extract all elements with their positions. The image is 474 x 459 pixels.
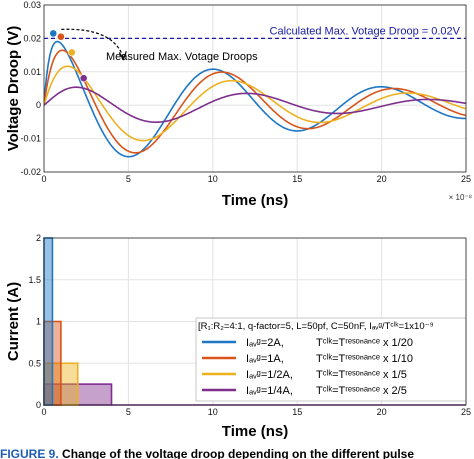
current-pulse-chart: 0 5 10 15 20 25 0 0.5 1 1.5 2 [R₁:R₂=4:1, q-factor=… bbox=[5, 233, 471, 440]
reference-line-label: Calculated Max. Votage Droop = 0.02V bbox=[270, 25, 461, 37]
x-tick-label: 0 bbox=[41, 407, 46, 417]
x-tick-label: 15 bbox=[292, 174, 302, 184]
plot-frame bbox=[43, 4, 467, 173]
y-tick-label: 0.5 bbox=[28, 358, 41, 368]
x-tick-label: 15 bbox=[292, 407, 302, 417]
y-tick-label: 2 bbox=[36, 233, 41, 243]
voltage-droop-chart: 0 5 10 15 20 25 -0.02 -0.01 0 0.01 0.02 0.03 Calcula… bbox=[5, 0, 472, 209]
y-tick-label: 0.01 bbox=[23, 67, 41, 77]
x-tick-label: 25 bbox=[461, 407, 471, 417]
figure: 0 5 10 15 20 25-0.02-0.0100.010.020.03Calcula… bbox=[5, 0, 472, 440]
plot-frame bbox=[43, 237, 467, 406]
legend-ratio-1: Tᶜˡᵏ=Tʳᵉˢᵒⁿᵃⁿᶜᵉ x 1/20 bbox=[316, 337, 413, 349]
x-axis-label: Time (ns) bbox=[222, 423, 288, 440]
x-tick-label: 5 bbox=[126, 407, 131, 417]
annotation-arrowhead bbox=[118, 51, 127, 61]
legend-ratio-2: Tᶜˡᵏ=Tʳᵉˢᵒⁿᵃⁿᶜᵉ x 1/10 bbox=[316, 353, 413, 365]
y-tick-label: 1.5 bbox=[28, 275, 41, 285]
legend-ratio-4: Tᶜˡᵏ=Tʳᵉˢᵒⁿᵃⁿᶜᵉ x 2/5 bbox=[316, 385, 407, 397]
y-tick-label: 0.02 bbox=[23, 33, 41, 43]
legend-ratio-3: Tᶜˡᵏ=Tʳᵉˢᵒⁿᵃⁿᶜᵉ x 1/5 bbox=[316, 369, 407, 381]
series-line-2 bbox=[44, 49, 466, 154]
peak-marker-1 bbox=[49, 29, 58, 38]
y-axis-label: Voltage Droop (V) bbox=[5, 26, 22, 152]
series-line-3 bbox=[44, 65, 466, 142]
y-tick-label: 0 bbox=[36, 400, 41, 410]
y-tick-label: -0.02 bbox=[20, 167, 41, 177]
annotation-text: Measured Max. Votage Droops bbox=[106, 51, 258, 63]
caption-text: Change of the voltage droop depending on… bbox=[62, 447, 415, 459]
x-tick-label: 20 bbox=[377, 174, 387, 184]
y-axis-label: Current (A) bbox=[5, 282, 22, 361]
legend-current-4: Iₐᵥᵍ=1/4A, bbox=[246, 385, 293, 397]
legend-current-1: Iₐᵥᵍ=2A, bbox=[246, 337, 284, 349]
legend-current-3: Iₐᵥᵍ=1/2A, bbox=[246, 369, 293, 381]
legend-box bbox=[195, 317, 467, 402]
y-tick-label: 0.03 bbox=[23, 0, 41, 10]
peak-marker-2 bbox=[56, 32, 65, 41]
x-axis-label: Time (ns) bbox=[222, 192, 288, 209]
y-tick-label: 1 bbox=[36, 317, 41, 327]
x-tick-label: 25 bbox=[461, 174, 471, 184]
x-tick-label: 10 bbox=[208, 407, 218, 417]
legend-header: [R₁:R₂=4:1, q-factor=5, L=50pf, C=50nF, … bbox=[198, 321, 434, 332]
x-axis-exponent: × 10⁻⁸ bbox=[449, 193, 472, 202]
pulse-bar-1 bbox=[43, 237, 54, 406]
series-line-4 bbox=[44, 86, 466, 123]
peak-marker-4 bbox=[79, 74, 88, 83]
figure-label: FIGURE 9. bbox=[0, 447, 59, 459]
peak-marker-3 bbox=[67, 48, 76, 57]
figure-caption: FIGURE 9. Change of the voltage droop de… bbox=[0, 447, 474, 459]
x-tick-label: 20 bbox=[377, 407, 387, 417]
x-tick-label: 0 bbox=[41, 174, 46, 184]
x-tick-label: 10 bbox=[208, 174, 218, 184]
x-tick-label: 5 bbox=[126, 174, 131, 184]
y-tick-label: 0 bbox=[36, 100, 41, 110]
annotation-arrow bbox=[61, 28, 124, 58]
series-line-1 bbox=[44, 40, 466, 158]
y-tick-label: -0.01 bbox=[20, 134, 41, 144]
legend-current-2: Iₐᵥᵍ=1A, bbox=[246, 353, 284, 365]
